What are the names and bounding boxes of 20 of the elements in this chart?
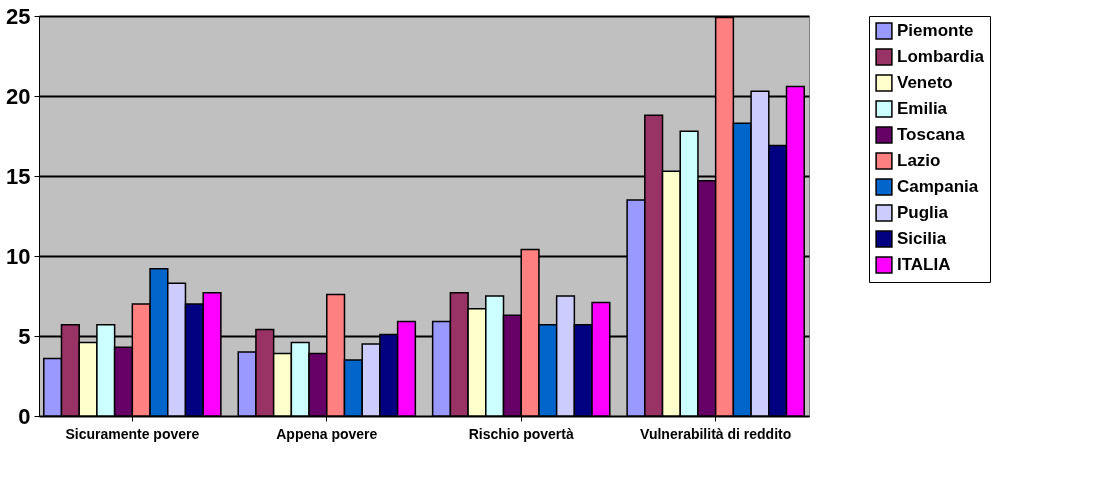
legend-label: Lazio bbox=[897, 151, 941, 170]
legend-label: Emilia bbox=[897, 99, 948, 118]
x-tick-label: Sicuramente povere bbox=[65, 425, 200, 442]
legend-label: Veneto bbox=[897, 73, 953, 92]
legend-label: Toscana bbox=[897, 125, 966, 144]
legend-label: Piemonte bbox=[897, 21, 974, 40]
x-tick-label: Rischio povertà bbox=[468, 425, 574, 442]
y-tick-label: 25 bbox=[6, 3, 31, 29]
x-tick-label: Appena povere bbox=[276, 425, 378, 442]
y-tick-label: 20 bbox=[6, 83, 31, 109]
y-tick-label: 10 bbox=[6, 243, 31, 269]
y-tick-label: 0 bbox=[18, 403, 31, 429]
legend-label: ITALIA bbox=[897, 255, 951, 274]
legend-label: Puglia bbox=[897, 203, 949, 222]
legend-label: Lombardia bbox=[897, 47, 985, 66]
legend-label: Campania bbox=[897, 177, 979, 196]
legend-label: Sicilia bbox=[897, 229, 947, 248]
y-tick-label: 15 bbox=[6, 163, 31, 189]
y-tick-label: 5 bbox=[18, 323, 31, 349]
x-tick-label: Vulnerabilità di reddito bbox=[640, 425, 792, 442]
